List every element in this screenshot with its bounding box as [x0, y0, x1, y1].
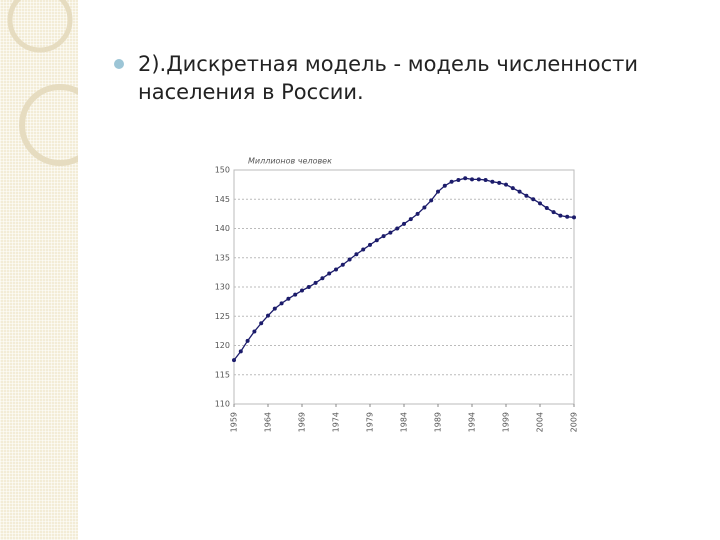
- data-point: [259, 321, 264, 326]
- data-point: [476, 177, 481, 182]
- data-point: [551, 210, 556, 215]
- x-tick-label: 1989: [434, 412, 443, 432]
- series-line: [233, 177, 575, 361]
- x-tick-label: 1979: [366, 412, 375, 432]
- y-tick-label: 130: [215, 283, 230, 292]
- data-point: [517, 189, 522, 194]
- y-tick-label: 115: [215, 370, 230, 379]
- data-point: [504, 182, 508, 187]
- x-tick-label: 2009: [570, 412, 579, 432]
- x-tick-label: 1974: [332, 412, 341, 432]
- data-point: [456, 177, 461, 182]
- data-point: [436, 189, 440, 194]
- y-tick-label: 135: [215, 253, 230, 262]
- data-point: [565, 214, 570, 219]
- data-point: [327, 271, 332, 276]
- data-point: [320, 276, 325, 281]
- y-axis-label: Миллионов человек: [248, 157, 332, 166]
- data-point: [245, 338, 250, 343]
- bullet: [114, 59, 124, 69]
- data-point: [279, 301, 284, 306]
- x-tick-label: 1984: [400, 412, 409, 432]
- x-tick-label: 1999: [502, 412, 511, 432]
- data-point: [415, 211, 420, 216]
- x-tick-label: 1959: [230, 412, 239, 432]
- data-point: [388, 230, 393, 235]
- data-point: [470, 177, 474, 182]
- bullet-text: 2).Дискретная модель - модель численност…: [138, 52, 639, 104]
- data-point: [531, 197, 536, 202]
- data-point: [449, 179, 454, 184]
- data-point: [429, 198, 434, 203]
- data-point: [572, 215, 576, 220]
- decorative-strip: [0, 0, 101, 540]
- data-point: [361, 247, 366, 252]
- data-point: [293, 292, 298, 297]
- y-tick-label: 120: [215, 341, 230, 350]
- data-point: [442, 183, 447, 188]
- data-point: [340, 262, 345, 267]
- data-point: [368, 242, 372, 247]
- data-point: [313, 280, 318, 285]
- x-tick-label: 2004: [536, 412, 545, 432]
- data-point: [463, 176, 468, 181]
- y-tick-label: 150: [215, 166, 230, 175]
- data-point: [524, 193, 529, 198]
- data-point: [334, 267, 338, 272]
- data-point: [354, 252, 359, 257]
- data-point: [402, 221, 406, 226]
- y-tick-label: 110: [215, 400, 230, 409]
- x-tick-label: 1994: [468, 412, 477, 432]
- data-point: [300, 288, 304, 293]
- y-tick-label: 125: [215, 312, 230, 321]
- data-point: [538, 201, 542, 206]
- data-point: [395, 226, 400, 231]
- data-point: [497, 180, 502, 185]
- data-point: [347, 257, 352, 262]
- data-point: [266, 313, 270, 318]
- data-point: [232, 358, 236, 363]
- data-point: [483, 177, 488, 182]
- data-point: [252, 329, 257, 334]
- data-point: [306, 285, 311, 289]
- data-point: [381, 234, 386, 239]
- data-point: [408, 217, 413, 222]
- y-tick-label: 140: [215, 224, 230, 233]
- data-point: [272, 306, 277, 311]
- data-point: [490, 179, 495, 184]
- data-point: [374, 238, 379, 243]
- data-point: [422, 205, 427, 210]
- data-point: [510, 186, 515, 191]
- x-tick-label: 1969: [298, 412, 307, 432]
- data-point: [544, 206, 549, 211]
- data-point: [286, 296, 291, 301]
- y-tick-label: 145: [215, 195, 230, 204]
- data-point: [238, 349, 243, 354]
- data-point: [558, 213, 563, 218]
- x-tick-label: 1964: [264, 412, 273, 432]
